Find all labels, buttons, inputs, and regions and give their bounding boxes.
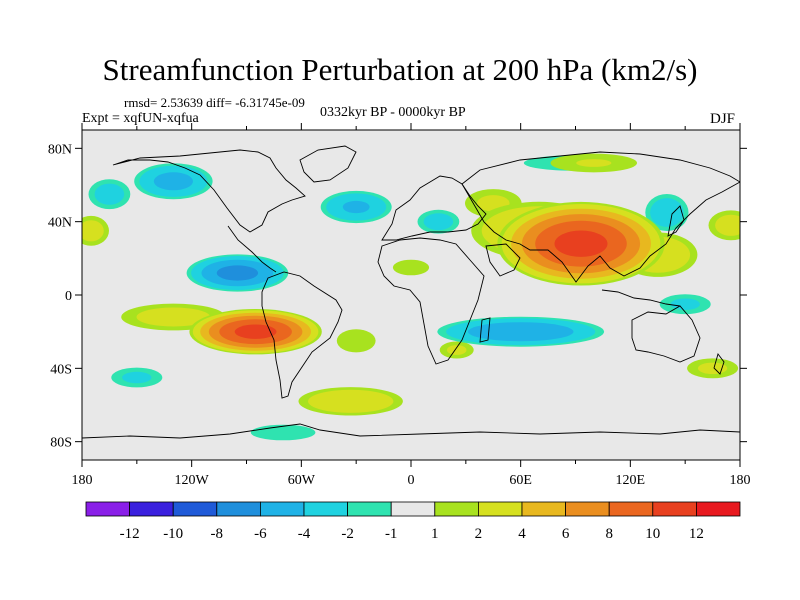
colorbar-box bbox=[216, 501, 261, 517]
y-tick-label: 0 bbox=[65, 289, 72, 304]
field-contour-19-4 bbox=[342, 200, 370, 214]
colorbar-box bbox=[696, 501, 741, 517]
y-tick-label: 80S bbox=[50, 436, 72, 451]
coastline-arabia bbox=[485, 243, 521, 277]
coastline-australia bbox=[631, 305, 701, 363]
field-contour-8-2 bbox=[670, 298, 700, 310]
axes: 180 120W 60W 0 60E 120E 180 80N 40N 0 40S 80S bbox=[48, 123, 751, 488]
colorbar-label: -2 bbox=[341, 526, 354, 542]
colorbar-label: 12 bbox=[689, 526, 704, 542]
colorbar-label: 10 bbox=[645, 526, 660, 542]
field-contour-1-1 bbox=[392, 259, 430, 276]
x-tick-label: 120W bbox=[175, 473, 210, 488]
field-contour-11-2 bbox=[715, 214, 740, 236]
field-contour-24-10 bbox=[234, 324, 277, 339]
season-label: DJF bbox=[710, 111, 736, 127]
field-contour-22-6 bbox=[216, 265, 259, 281]
colorbar-label: -4 bbox=[298, 526, 311, 542]
field-contour-4-2 bbox=[576, 159, 612, 167]
colorbar-label: -10 bbox=[163, 526, 183, 542]
x-tick-label: 180 bbox=[730, 473, 751, 488]
coastline-indonesia bbox=[601, 289, 681, 307]
colorbar-box bbox=[259, 501, 305, 517]
colorbar-label: 2 bbox=[475, 526, 483, 542]
field-contour-7-2 bbox=[697, 362, 728, 374]
experiment-label: Expt = xqfUN-xqfua bbox=[82, 111, 199, 126]
coastlines bbox=[82, 145, 740, 439]
coastline-south-america bbox=[261, 271, 343, 399]
contour-field bbox=[82, 153, 740, 441]
coastline-europe bbox=[381, 175, 487, 241]
colorbar-label: 4 bbox=[518, 526, 526, 542]
field-contour-3-1 bbox=[250, 424, 316, 441]
field-contour-21-4 bbox=[467, 322, 574, 342]
colorbar-label: 1 bbox=[431, 526, 439, 542]
field-contour-15-2 bbox=[650, 198, 684, 227]
colorbar-box bbox=[477, 501, 523, 517]
y-tick-label: 40S bbox=[50, 362, 72, 377]
coastline-japan bbox=[667, 205, 685, 237]
colorbar-label: -8 bbox=[211, 526, 224, 542]
field-contour-20-4 bbox=[153, 172, 193, 191]
x-tick-label: 60W bbox=[288, 473, 316, 488]
colorbar-box bbox=[434, 501, 479, 517]
coastline-antarctica bbox=[82, 423, 740, 439]
coastline-madagascar bbox=[479, 317, 491, 343]
field-contour-13-2 bbox=[423, 213, 454, 231]
period-label: 0332kyr BP - 0000kyr BP bbox=[320, 105, 466, 120]
colorbar-label: -12 bbox=[120, 526, 140, 542]
x-tick-label: 180 bbox=[72, 473, 93, 488]
colorbar-label: -1 bbox=[385, 526, 398, 542]
colorbar-box bbox=[303, 501, 348, 517]
coastline-greenland bbox=[299, 145, 357, 183]
field-contour-17-2 bbox=[308, 389, 394, 413]
field-contour-10-2 bbox=[136, 307, 211, 327]
colorbar: -12 -10 -8 -6 -4 -2 -1 1 2 4 6 8 10 12 bbox=[85, 501, 741, 542]
field-contour-6-2 bbox=[446, 345, 467, 355]
colorbar-box bbox=[85, 501, 130, 517]
field-contour-12-2 bbox=[82, 220, 104, 242]
colorbar-box bbox=[172, 501, 218, 517]
field-contour-23-10 bbox=[554, 230, 608, 257]
colorbar-box bbox=[129, 501, 174, 517]
x-tick-label: 0 bbox=[408, 473, 415, 488]
x-tick-label: 120E bbox=[616, 473, 646, 488]
colorbar-box bbox=[347, 501, 392, 517]
coastline-asia bbox=[461, 151, 740, 283]
field-contour-14-2 bbox=[94, 183, 125, 205]
field-contour-9-2 bbox=[122, 371, 152, 384]
colorbar-label: 8 bbox=[605, 526, 613, 542]
coastline-central-america bbox=[227, 225, 277, 273]
x-tick-label: 60E bbox=[509, 473, 532, 488]
chart-title: Streamfunction Perturbation at 200 hPa (… bbox=[102, 52, 698, 87]
y-tick-label: 40N bbox=[48, 216, 72, 231]
colorbar-box bbox=[608, 501, 654, 517]
colorbar-box bbox=[565, 501, 610, 517]
colorbar-label: -6 bbox=[254, 526, 267, 542]
colorbar-box bbox=[652, 501, 697, 517]
coastline-new-zealand bbox=[713, 353, 725, 375]
colorbar-box bbox=[521, 501, 566, 517]
y-tick-label: 80N bbox=[48, 142, 72, 157]
coastline-north-america bbox=[112, 149, 306, 233]
colorbar-label: 6 bbox=[562, 526, 570, 542]
coastline-africa bbox=[377, 237, 485, 365]
stats-text: rmsd= 2.53639 diff= -6.31745e-09 bbox=[124, 95, 305, 110]
colorbar-box bbox=[390, 501, 436, 517]
field-contour-0-1 bbox=[336, 329, 376, 353]
